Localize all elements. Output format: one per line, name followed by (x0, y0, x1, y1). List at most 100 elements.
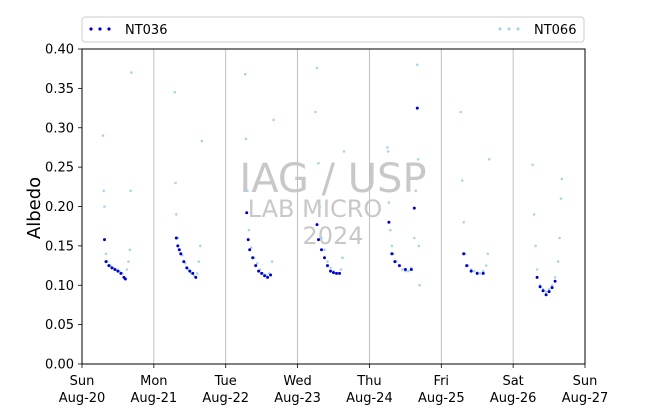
y-tick-label-8: 0.40 (45, 43, 74, 58)
point-nt066-52 (341, 256, 344, 260)
point-nt036-19 (246, 238, 250, 242)
point-nt066-47 (326, 260, 329, 263)
point-nt066-16 (174, 181, 177, 185)
point-nt066-28 (243, 72, 247, 76)
point-nt066-93 (550, 284, 554, 287)
point-nt066-17 (175, 213, 178, 216)
x-tick-label-date-2: Aug-22 (202, 391, 249, 406)
x-tick-label-date-4: Aug-24 (346, 391, 393, 406)
point-nt036-8 (123, 277, 127, 281)
legend-label-nt066: NT066 (534, 23, 576, 38)
watermark-line-1: IAG / USP (239, 156, 426, 202)
x-tick-label-date-0: Aug-20 (59, 391, 106, 406)
y-tick-label-1: 0.05 (45, 318, 74, 333)
point-nt036-16 (191, 271, 195, 275)
point-nt036-40 (397, 264, 401, 268)
point-nt066-29 (244, 137, 248, 141)
y-tick-label-4: 0.20 (45, 200, 74, 215)
point-nt036-44 (415, 106, 419, 110)
point-nt036-17 (194, 275, 198, 279)
point-nt036-55 (550, 286, 554, 290)
x-tick-label-day-2: Tue (214, 374, 237, 389)
point-nt036-47 (469, 269, 473, 273)
point-nt066-97 (559, 197, 563, 200)
point-nt066-82 (484, 264, 488, 267)
point-nt036-9 (174, 236, 178, 240)
point-nt066-31 (247, 228, 251, 232)
point-nt036-38 (390, 252, 394, 256)
point-nt036-18 (245, 211, 249, 215)
point-nt066-51 (339, 268, 343, 271)
data-points (101, 63, 564, 297)
point-nt066-92 (547, 287, 551, 291)
watermark-line-2: LAB MICRO (248, 195, 383, 223)
point-nt036-42 (409, 268, 413, 271)
point-nt066-72 (459, 110, 463, 114)
point-nt066-81 (481, 269, 485, 273)
point-nt066-15 (173, 91, 177, 94)
legend-label-nt036: NT036 (125, 23, 167, 38)
y-tick-label-2: 0.10 (45, 279, 74, 294)
y-axis-label: Albedo (24, 177, 45, 239)
point-nt036-10 (176, 244, 180, 248)
point-nt036-50 (535, 275, 539, 279)
point-nt036-0 (103, 238, 106, 242)
x-tick-label-day-1: Mon (140, 374, 167, 389)
point-nt066-24 (196, 272, 199, 275)
point-nt066-80 (478, 272, 482, 275)
point-nt036-53 (544, 293, 548, 297)
vertical-gridlines (153, 49, 514, 364)
point-nt036-27 (269, 273, 273, 277)
point-nt066-48 (329, 266, 332, 270)
point-nt066-32 (249, 246, 253, 249)
point-nt066-30 (246, 189, 249, 193)
point-nt036-24 (260, 271, 264, 275)
point-nt036-28 (315, 223, 319, 227)
watermark-line-3: 2024 (302, 222, 363, 250)
point-nt036-29 (317, 238, 320, 242)
point-nt066-73 (460, 179, 464, 182)
point-nt066-27 (200, 139, 204, 143)
x-tick-label-day-3: Wed (283, 374, 311, 389)
point-nt036-43 (412, 206, 416, 210)
point-nt066-13 (129, 189, 132, 193)
point-nt066-84 (487, 158, 491, 161)
y-tick-label-0: 0.00 (45, 358, 74, 373)
point-nt066-96 (558, 236, 561, 240)
point-nt036-23 (257, 269, 261, 273)
point-nt036-34 (332, 271, 335, 275)
point-nt036-51 (538, 285, 542, 289)
legend-box (81, 16, 585, 43)
point-nt036-26 (266, 275, 270, 279)
point-nt066-39 (270, 260, 274, 263)
point-nt036-3 (110, 266, 114, 270)
point-nt036-25 (263, 274, 267, 278)
point-nt066-43 (317, 161, 320, 165)
point-nt036-56 (553, 279, 557, 283)
point-nt066-95 (556, 260, 560, 263)
point-nt066-98 (560, 177, 564, 181)
point-nt066-54 (386, 146, 389, 149)
point-nt036-48 (475, 271, 479, 275)
y-tick-label-5: 0.25 (45, 161, 74, 176)
point-nt066-25 (197, 260, 201, 263)
point-nt036-31 (323, 256, 326, 260)
point-nt036-37 (387, 220, 391, 224)
x-tick-label-day-4: Thu (356, 374, 381, 389)
x-tick-label-day-0: Sun (70, 374, 95, 389)
point-nt066-26 (199, 244, 202, 248)
point-nt066-14 (130, 71, 133, 74)
y-axis: 0.00 0.05 0.10 0.15 0.20 0.25 0.30 0.35 0.40 (45, 43, 82, 373)
point-nt066-69 (416, 158, 420, 161)
point-nt066-67 (414, 189, 418, 193)
point-nt066-74 (462, 221, 466, 224)
point-nt066-88 (535, 268, 539, 271)
point-nt036-1 (104, 260, 108, 264)
point-nt036-54 (547, 290, 551, 294)
point-nt066-11 (127, 260, 130, 263)
point-nt066-62 (401, 268, 404, 271)
point-nt066-70 (417, 244, 421, 248)
point-nt036-46 (465, 264, 469, 268)
point-nt066-40 (272, 118, 275, 122)
